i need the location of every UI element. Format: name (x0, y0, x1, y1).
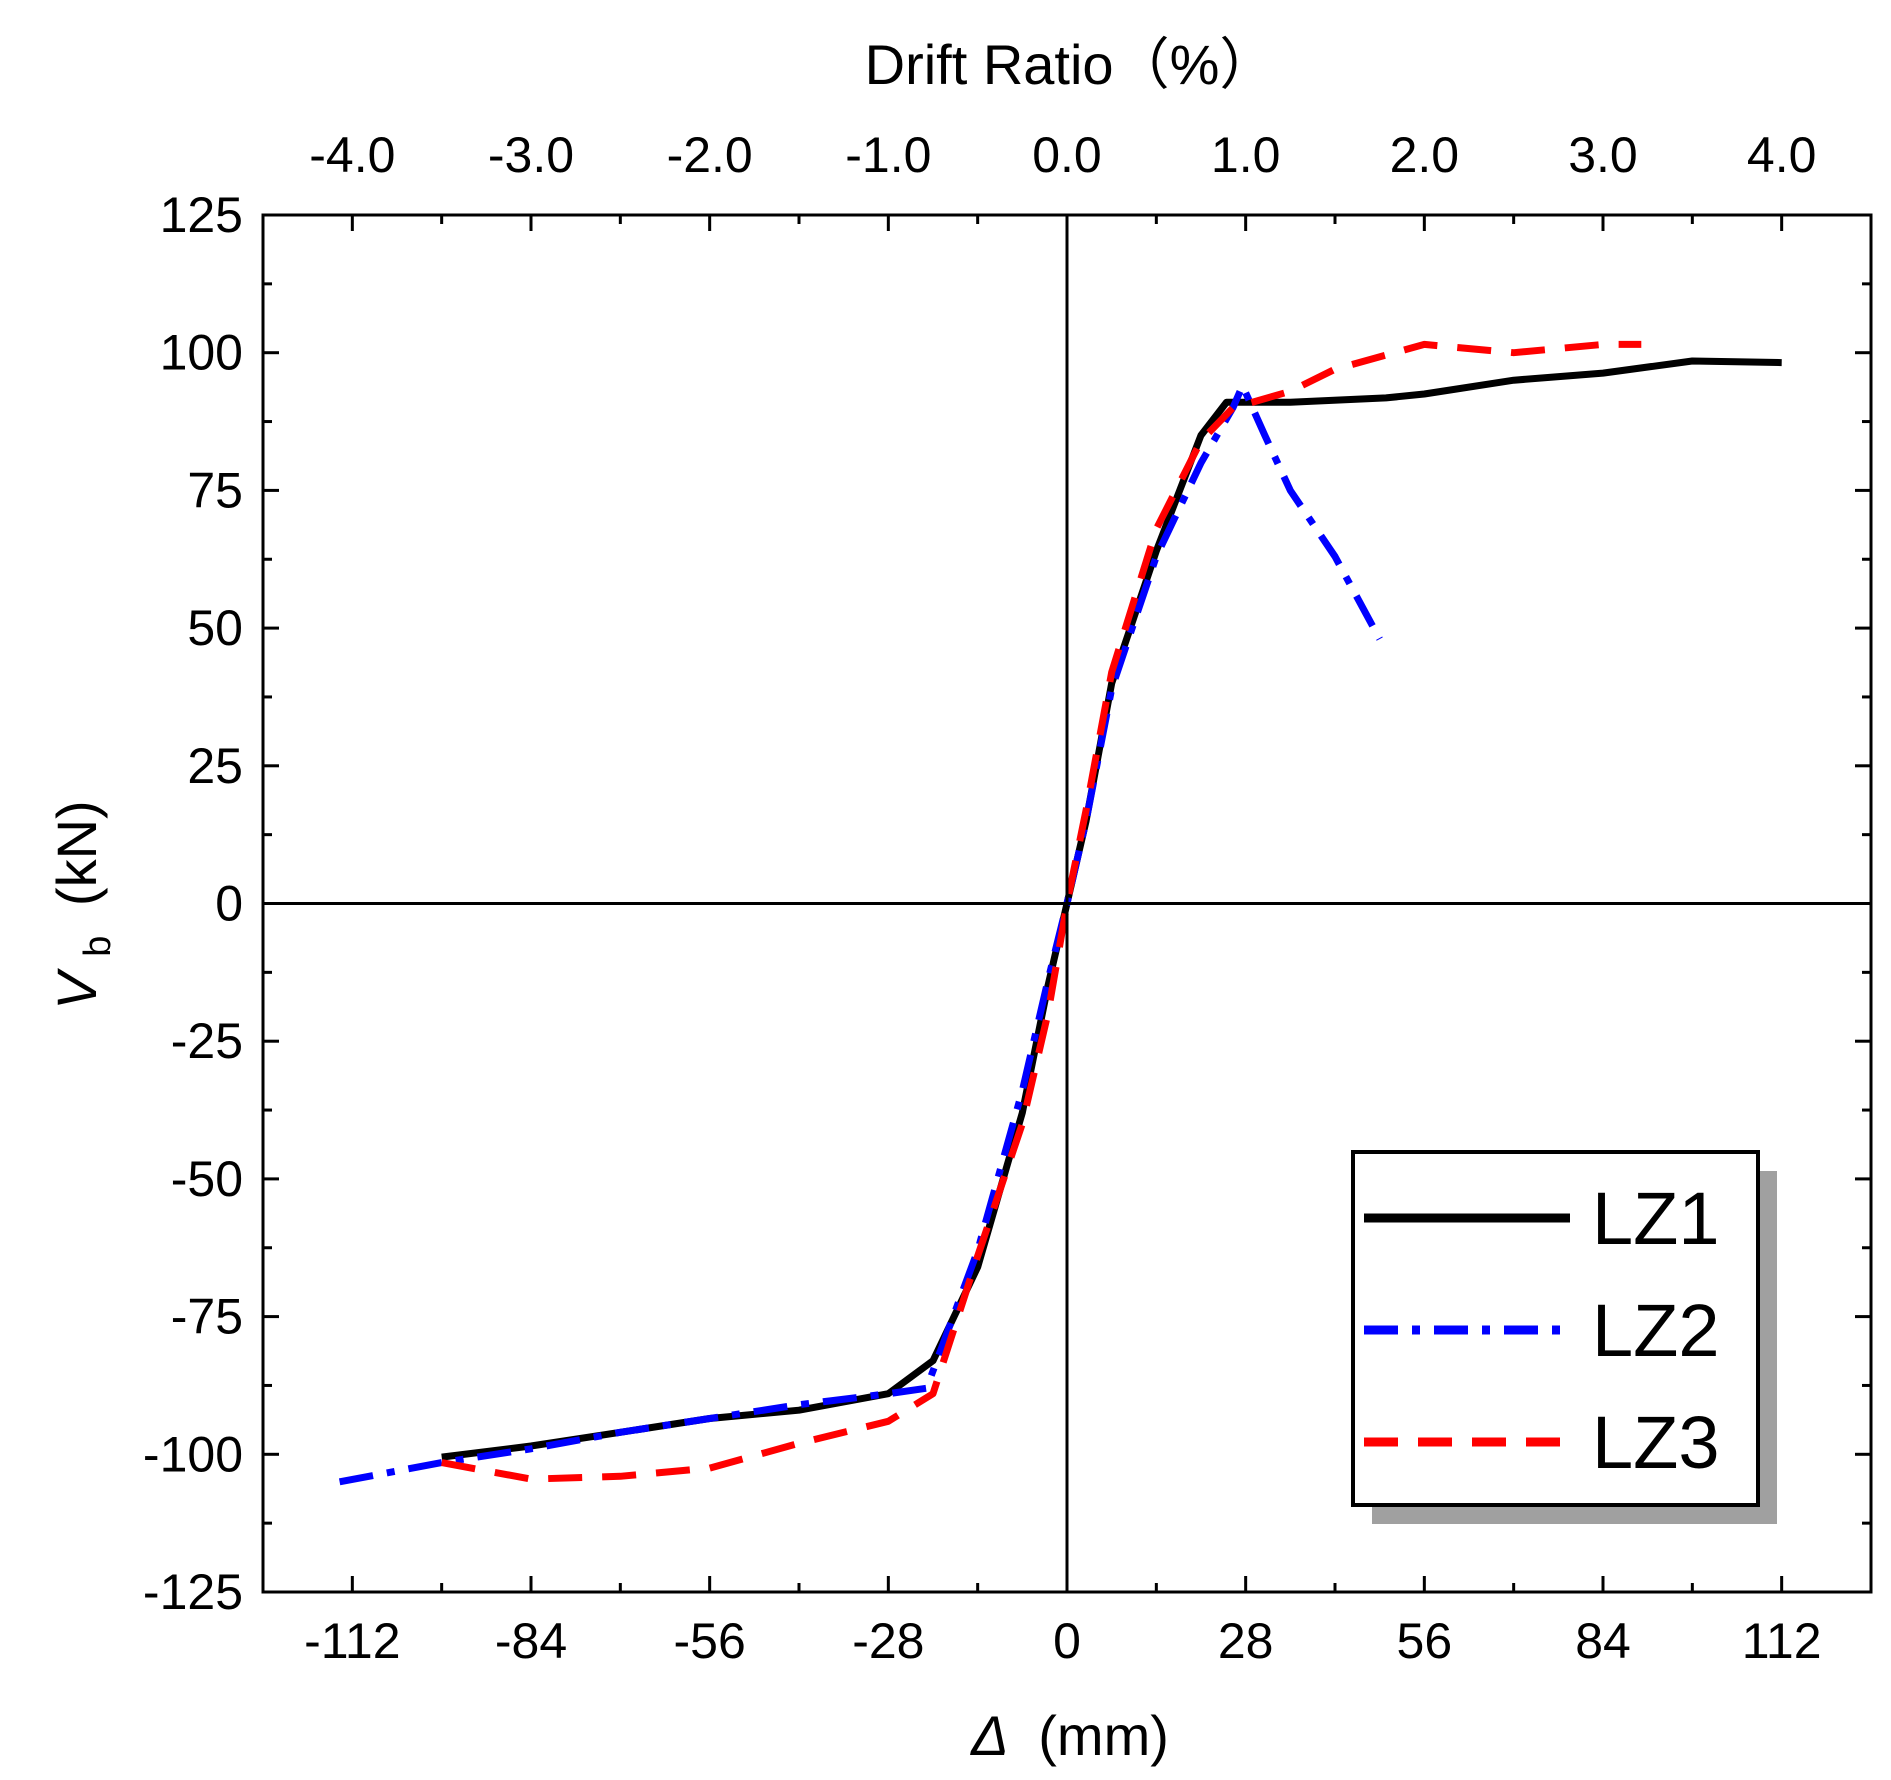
y-tick-label: 25 (187, 738, 243, 794)
top-tick-label: -2.0 (667, 127, 753, 183)
tick-labels-layer: -112 -4.0 -84 -3.0 -56 -2.0 -28 -1.0 0 0.0 28 1.0 56… (143, 127, 1822, 1669)
top-tick-label: 0.0 (1032, 127, 1102, 183)
top-tick-label: 2.0 (1390, 127, 1460, 183)
y-axis-title: V b (kN) (45, 800, 122, 1009)
legend-label-lz2: LZ2 (1592, 1289, 1720, 1372)
x-tick-label: 112 (1742, 1613, 1822, 1669)
x-tick-label: 0 (1053, 1613, 1081, 1669)
legend-label-lz3: LZ3 (1592, 1401, 1720, 1484)
y-axis-symbol: V (45, 968, 108, 1010)
top-tick-label: -3.0 (488, 127, 574, 183)
y-tick-label: -125 (143, 1564, 243, 1620)
x-tick-label: 56 (1397, 1613, 1453, 1669)
x-axis-unit: (mm) (1038, 1704, 1169, 1767)
x-tick-label: 28 (1218, 1613, 1274, 1669)
y-axis-unit: (kN) (45, 800, 108, 906)
x-axis-title: Δ (mm) (969, 1704, 1169, 1767)
y-tick-label: 100 (160, 325, 243, 381)
x-tick-label: -28 (852, 1613, 924, 1669)
y-tick-label: -100 (143, 1426, 243, 1482)
top-tick-label: -1.0 (845, 127, 931, 183)
y-axis-subscript: b (77, 936, 119, 957)
top-tick-label: -4.0 (309, 127, 395, 183)
y-tick-label: -25 (171, 1013, 243, 1069)
legend-label-lz1: LZ1 (1592, 1177, 1720, 1260)
y-tick-label: 50 (187, 600, 243, 656)
top-tick-label: 1.0 (1211, 127, 1281, 183)
series-line-lz2 (338, 382, 1383, 1486)
top-tick-label: 3.0 (1568, 127, 1638, 183)
top-axis-title: Drift Ratio（%） (865, 33, 1276, 96)
x-tick-label: -112 (304, 1613, 400, 1669)
y-tick-label: -50 (171, 1151, 243, 1207)
x-axis-symbol: Δ (969, 1704, 1009, 1767)
x-tick-label: -84 (495, 1613, 567, 1669)
y-tick-label: 0 (215, 876, 243, 932)
y-tick-label: 75 (187, 462, 243, 518)
top-tick-label: 4.0 (1747, 127, 1817, 183)
series-layer (338, 340, 1782, 1486)
x-tick-label: -56 (674, 1613, 746, 1669)
legend: LZ1 LZ2 LZ3 (1351, 1150, 1777, 1524)
series-line-lz3 (441, 340, 1642, 1483)
y-tick-label: 125 (160, 187, 243, 243)
y-tick-label: -75 (171, 1289, 243, 1345)
x-tick-label: 84 (1575, 1613, 1631, 1669)
